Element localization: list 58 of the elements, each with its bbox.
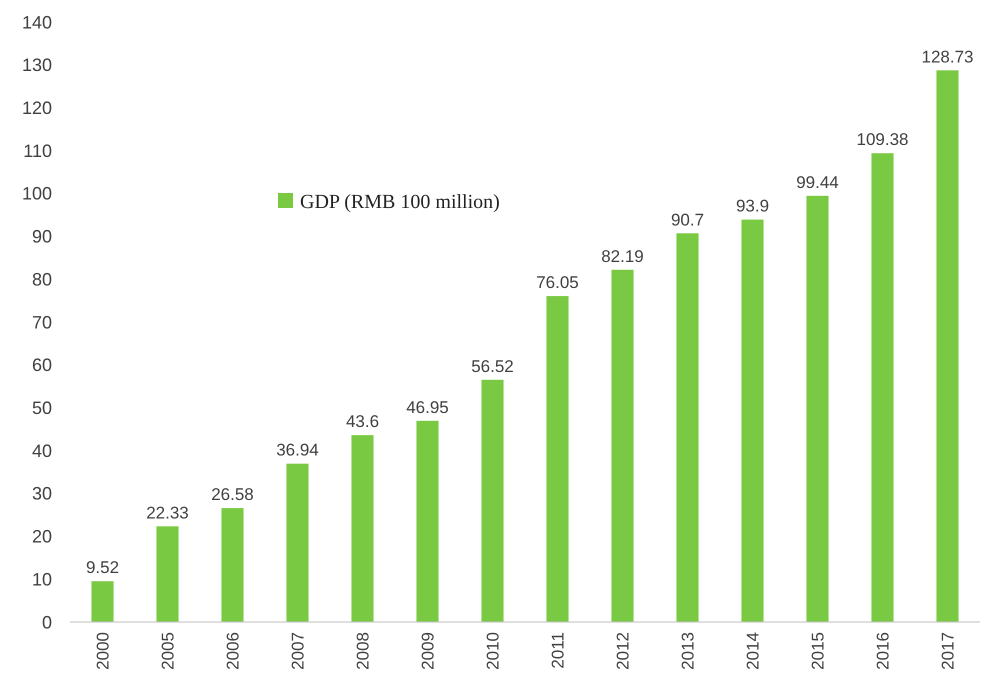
data-label: 93.9 — [736, 196, 770, 216]
x-tick-label: 2008 — [353, 632, 372, 670]
data-label: 76.05 — [536, 273, 579, 292]
x-tick-label: 2009 — [418, 632, 438, 670]
data-label: 22.33 — [146, 503, 189, 522]
data-label: 9.52 — [86, 558, 120, 578]
data-label: 36.94 — [276, 440, 319, 460]
x-tick-label: 2006 — [223, 632, 242, 670]
x-tick-label: 2012 — [613, 632, 632, 670]
legend-label: GDP (RMB 100 million) — [300, 191, 500, 213]
y-tick-label: 50 — [32, 398, 52, 418]
y-tick-label: 120 — [22, 98, 52, 118]
y-tick-label: 110 — [23, 140, 52, 161]
y-tick-label: 70 — [32, 312, 52, 332]
data-label: 109.38 — [856, 130, 908, 150]
x-tick-label: 2016 — [873, 632, 892, 670]
y-tick-label: 80 — [32, 269, 52, 290]
bar — [221, 508, 244, 622]
data-label: 99.44 — [796, 172, 839, 192]
y-tick-label: 40 — [32, 440, 52, 461]
bar — [416, 420, 439, 622]
data-label: 90.7 — [670, 210, 704, 230]
bar — [871, 153, 894, 622]
x-tick-label: 2007 — [288, 632, 308, 670]
bar — [546, 296, 569, 622]
data-label: 82.19 — [601, 246, 644, 266]
bar — [611, 270, 634, 622]
data-label: 43.6 — [346, 412, 380, 432]
y-tick-label: 60 — [32, 355, 52, 376]
bar — [481, 380, 504, 622]
bar — [156, 526, 179, 622]
y-tick-label: 100 — [22, 184, 52, 204]
bar — [351, 435, 374, 622]
y-tick-label: 10 — [32, 569, 52, 590]
bar — [741, 220, 764, 622]
y-tick-label: 0 — [42, 612, 52, 632]
bar — [806, 196, 829, 622]
x-tick-label: 2017 — [938, 632, 958, 670]
x-tick-label: 2013 — [678, 632, 698, 670]
x-tick-label: 2011 — [548, 632, 568, 669]
y-tick-label: 140 — [22, 12, 52, 32]
y-tick-label: 130 — [22, 55, 52, 76]
data-label: 128.73 — [922, 47, 974, 66]
bar — [286, 464, 309, 622]
x-tick-label: 2015 — [808, 632, 828, 670]
x-tick-label: 2000 — [93, 632, 112, 670]
y-tick-label: 90 — [32, 226, 52, 247]
data-label: 46.95 — [406, 398, 449, 417]
bar — [936, 70, 959, 622]
data-label: 26.58 — [211, 485, 254, 504]
x-tick-label: 2005 — [158, 632, 178, 670]
x-tick-label: 2014 — [743, 632, 762, 670]
y-tick-label: 20 — [32, 526, 52, 547]
y-tick-label: 30 — [32, 484, 52, 504]
data-label: 56.52 — [471, 356, 514, 376]
x-tick-label: 2010 — [483, 632, 502, 670]
bar — [676, 233, 699, 622]
bar — [91, 581, 114, 622]
